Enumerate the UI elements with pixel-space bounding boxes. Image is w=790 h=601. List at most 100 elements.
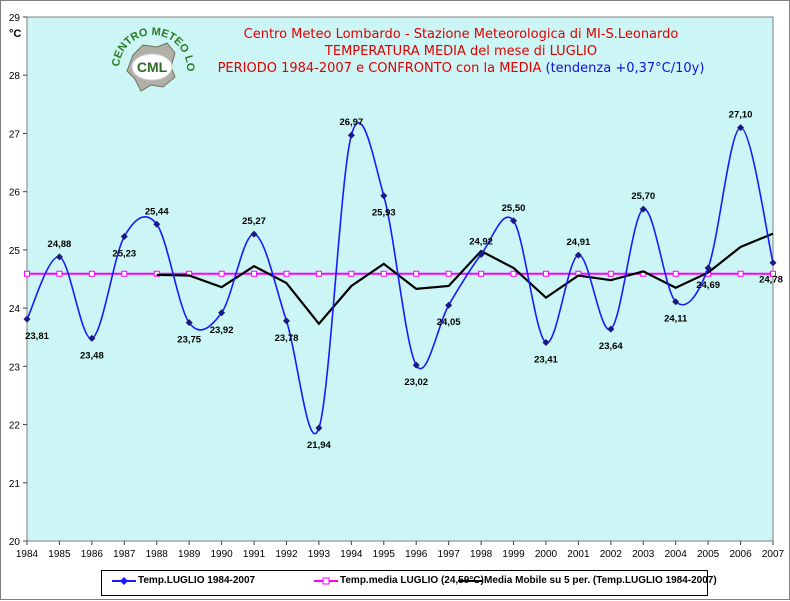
mean-marker xyxy=(445,270,452,277)
x-tick-label: 1993 xyxy=(308,549,331,560)
x-tick-label: 2004 xyxy=(665,549,688,560)
legend-item-mean: Temp.media LUGLIO (24,59°C) xyxy=(314,575,484,586)
data-label: 25,93 xyxy=(372,208,396,219)
mean-marker xyxy=(121,270,128,277)
x-tick-label: 1987 xyxy=(113,549,136,560)
x-tick-label: 1995 xyxy=(373,549,396,560)
data-point xyxy=(445,301,453,309)
mean-marker xyxy=(770,270,776,277)
x-tick-label: 2005 xyxy=(697,549,720,560)
data-label: 21,94 xyxy=(307,440,331,451)
data-point xyxy=(153,220,161,228)
x-tick-label: 2000 xyxy=(535,549,558,560)
data-label: 25,23 xyxy=(112,248,136,259)
data-point xyxy=(737,124,745,132)
mean-marker xyxy=(510,270,517,277)
mean-marker xyxy=(24,270,30,277)
data-label: 24,05 xyxy=(437,317,461,328)
legend: Temp.LUGLIO 1984-2007 Temp.media LUGLIO … xyxy=(101,570,717,596)
mean-marker xyxy=(153,270,160,277)
data-label: 23,48 xyxy=(80,350,104,361)
x-tick-label: 2002 xyxy=(600,549,623,560)
y-tick-label: 26 xyxy=(9,188,21,199)
data-label: 24,78 xyxy=(759,275,783,286)
data-point xyxy=(347,131,355,139)
series-line-monthly xyxy=(26,122,774,435)
mean-marker xyxy=(607,270,614,277)
mean-marker xyxy=(283,270,290,277)
series-layer xyxy=(23,122,777,435)
data-label: 24,92 xyxy=(469,237,493,248)
x-tick-label: 1990 xyxy=(210,549,233,560)
data-label: 25,70 xyxy=(631,191,655,202)
data-labels: 23,81 24,88 23,48 25,23 25,44 23,75 23,92 25,27… xyxy=(25,110,783,451)
data-label: 25,50 xyxy=(502,203,526,214)
legend-label-mean: Temp.media LUGLIO (24,59°C) xyxy=(340,575,484,586)
x-tick-label: 2006 xyxy=(729,549,752,560)
mean-marker xyxy=(380,270,387,277)
legend-swatch-moving-average xyxy=(458,579,482,582)
data-label: 24,69 xyxy=(696,280,720,291)
data-point xyxy=(412,361,420,369)
x-tick-label: 1986 xyxy=(81,549,104,560)
data-point xyxy=(639,205,647,213)
legend-label-monthly: Temp.LUGLIO 1984-2007 xyxy=(138,575,256,586)
mean-marker xyxy=(218,270,225,277)
y-axis-label: °C xyxy=(9,28,21,40)
mean-marker xyxy=(672,270,679,277)
data-point xyxy=(542,338,550,346)
chart-title-line-3-text: PERIODO 1984-2007 e CONFRONTO con la MED… xyxy=(217,61,542,76)
data-label: 25,27 xyxy=(242,216,266,227)
y-tick-label: 23 xyxy=(9,362,21,373)
data-label: 23,92 xyxy=(210,325,234,336)
chart-title-line-3: PERIODO 1984-2007 e CONFRONTO con la MED… xyxy=(201,61,721,77)
x-tick-label: 2007 xyxy=(762,549,785,560)
data-point xyxy=(282,317,290,325)
legend-label-moving-average: Media Mobile su 5 per. (Temp.LUGLIO 1984… xyxy=(484,575,717,586)
y-tick-label: 24 xyxy=(9,304,21,315)
data-label: 24,88 xyxy=(48,239,72,250)
legend-swatch-mean xyxy=(314,577,338,584)
data-point xyxy=(23,315,31,323)
legend-item-moving-average: Media Mobile su 5 per. (Temp.LUGLIO 1984… xyxy=(458,575,717,586)
data-point xyxy=(769,259,777,267)
mean-marker xyxy=(56,270,63,277)
y-tick-label: 20 xyxy=(9,537,21,548)
x-tick-label: 2003 xyxy=(632,549,655,560)
y-tick-label: 22 xyxy=(9,421,21,432)
y-tick-label: 29 xyxy=(9,13,21,24)
mean-marker xyxy=(251,270,258,277)
mean-marker xyxy=(88,270,95,277)
y-tick-label: 21 xyxy=(9,479,21,490)
data-point xyxy=(704,264,712,272)
mean-marker xyxy=(478,270,485,277)
x-tick-label: 1985 xyxy=(48,549,71,560)
data-point xyxy=(250,230,258,238)
legend-swatch-monthly xyxy=(112,576,136,585)
data-label: 23,41 xyxy=(534,354,558,365)
series-line-moving-average xyxy=(156,232,774,326)
data-point xyxy=(315,424,323,432)
logo-text: CML xyxy=(137,59,168,75)
chart-title-line-1: Centro Meteo Lombardo - Stazione Meteoro… xyxy=(243,27,679,42)
data-label: 23,81 xyxy=(25,331,49,342)
data-label: 24,91 xyxy=(567,237,591,248)
data-point xyxy=(120,232,128,240)
data-point xyxy=(55,253,63,261)
x-tick-label: 1999 xyxy=(502,549,525,560)
mean-marker xyxy=(542,270,549,277)
mean-marker xyxy=(413,270,420,277)
data-point xyxy=(510,217,518,225)
mean-marker xyxy=(737,270,744,277)
data-point xyxy=(477,251,485,259)
x-tick-label: 1988 xyxy=(146,549,169,560)
data-label: 25,44 xyxy=(145,206,169,217)
data-point xyxy=(88,334,96,342)
plot-area xyxy=(26,16,774,542)
legend-item-monthly: Temp.LUGLIO 1984-2007 xyxy=(112,575,255,586)
data-point xyxy=(672,298,680,306)
data-point xyxy=(185,319,193,327)
x-tick-label: 1996 xyxy=(405,549,428,560)
data-label: 23,75 xyxy=(177,335,201,346)
